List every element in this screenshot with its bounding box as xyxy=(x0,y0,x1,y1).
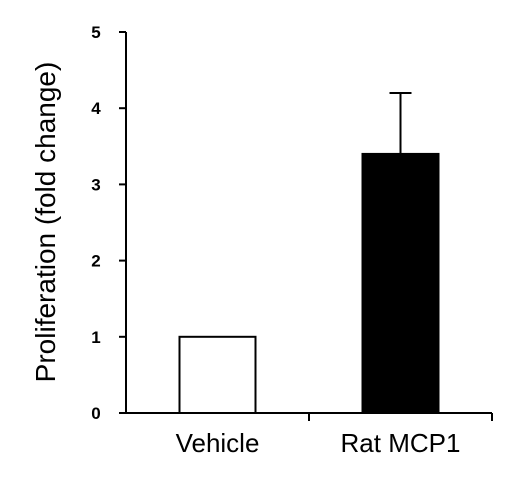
x-ticks xyxy=(308,413,493,421)
error-bars xyxy=(389,91,412,154)
bar-vehicle xyxy=(178,335,257,414)
x-category-label: Rat MCP1 xyxy=(341,428,461,458)
bar-rat-mcp1 xyxy=(361,152,440,414)
y-ticks: 0 1 2 3 4 5 xyxy=(91,23,126,423)
y-tick-label: 2 xyxy=(91,252,100,271)
y-tick-label: 4 xyxy=(91,99,101,118)
y-tick-label: 1 xyxy=(91,328,100,347)
bars xyxy=(178,152,440,414)
x-category-label: Vehicle xyxy=(176,428,260,458)
y-axis-title: Proliferation (fold change) xyxy=(30,62,61,383)
category-labels: Vehicle Rat MCP1 xyxy=(176,428,461,458)
y-tick-label: 5 xyxy=(91,23,100,42)
y-tick-label: 0 xyxy=(91,404,100,423)
y-tick-label: 3 xyxy=(91,175,100,194)
